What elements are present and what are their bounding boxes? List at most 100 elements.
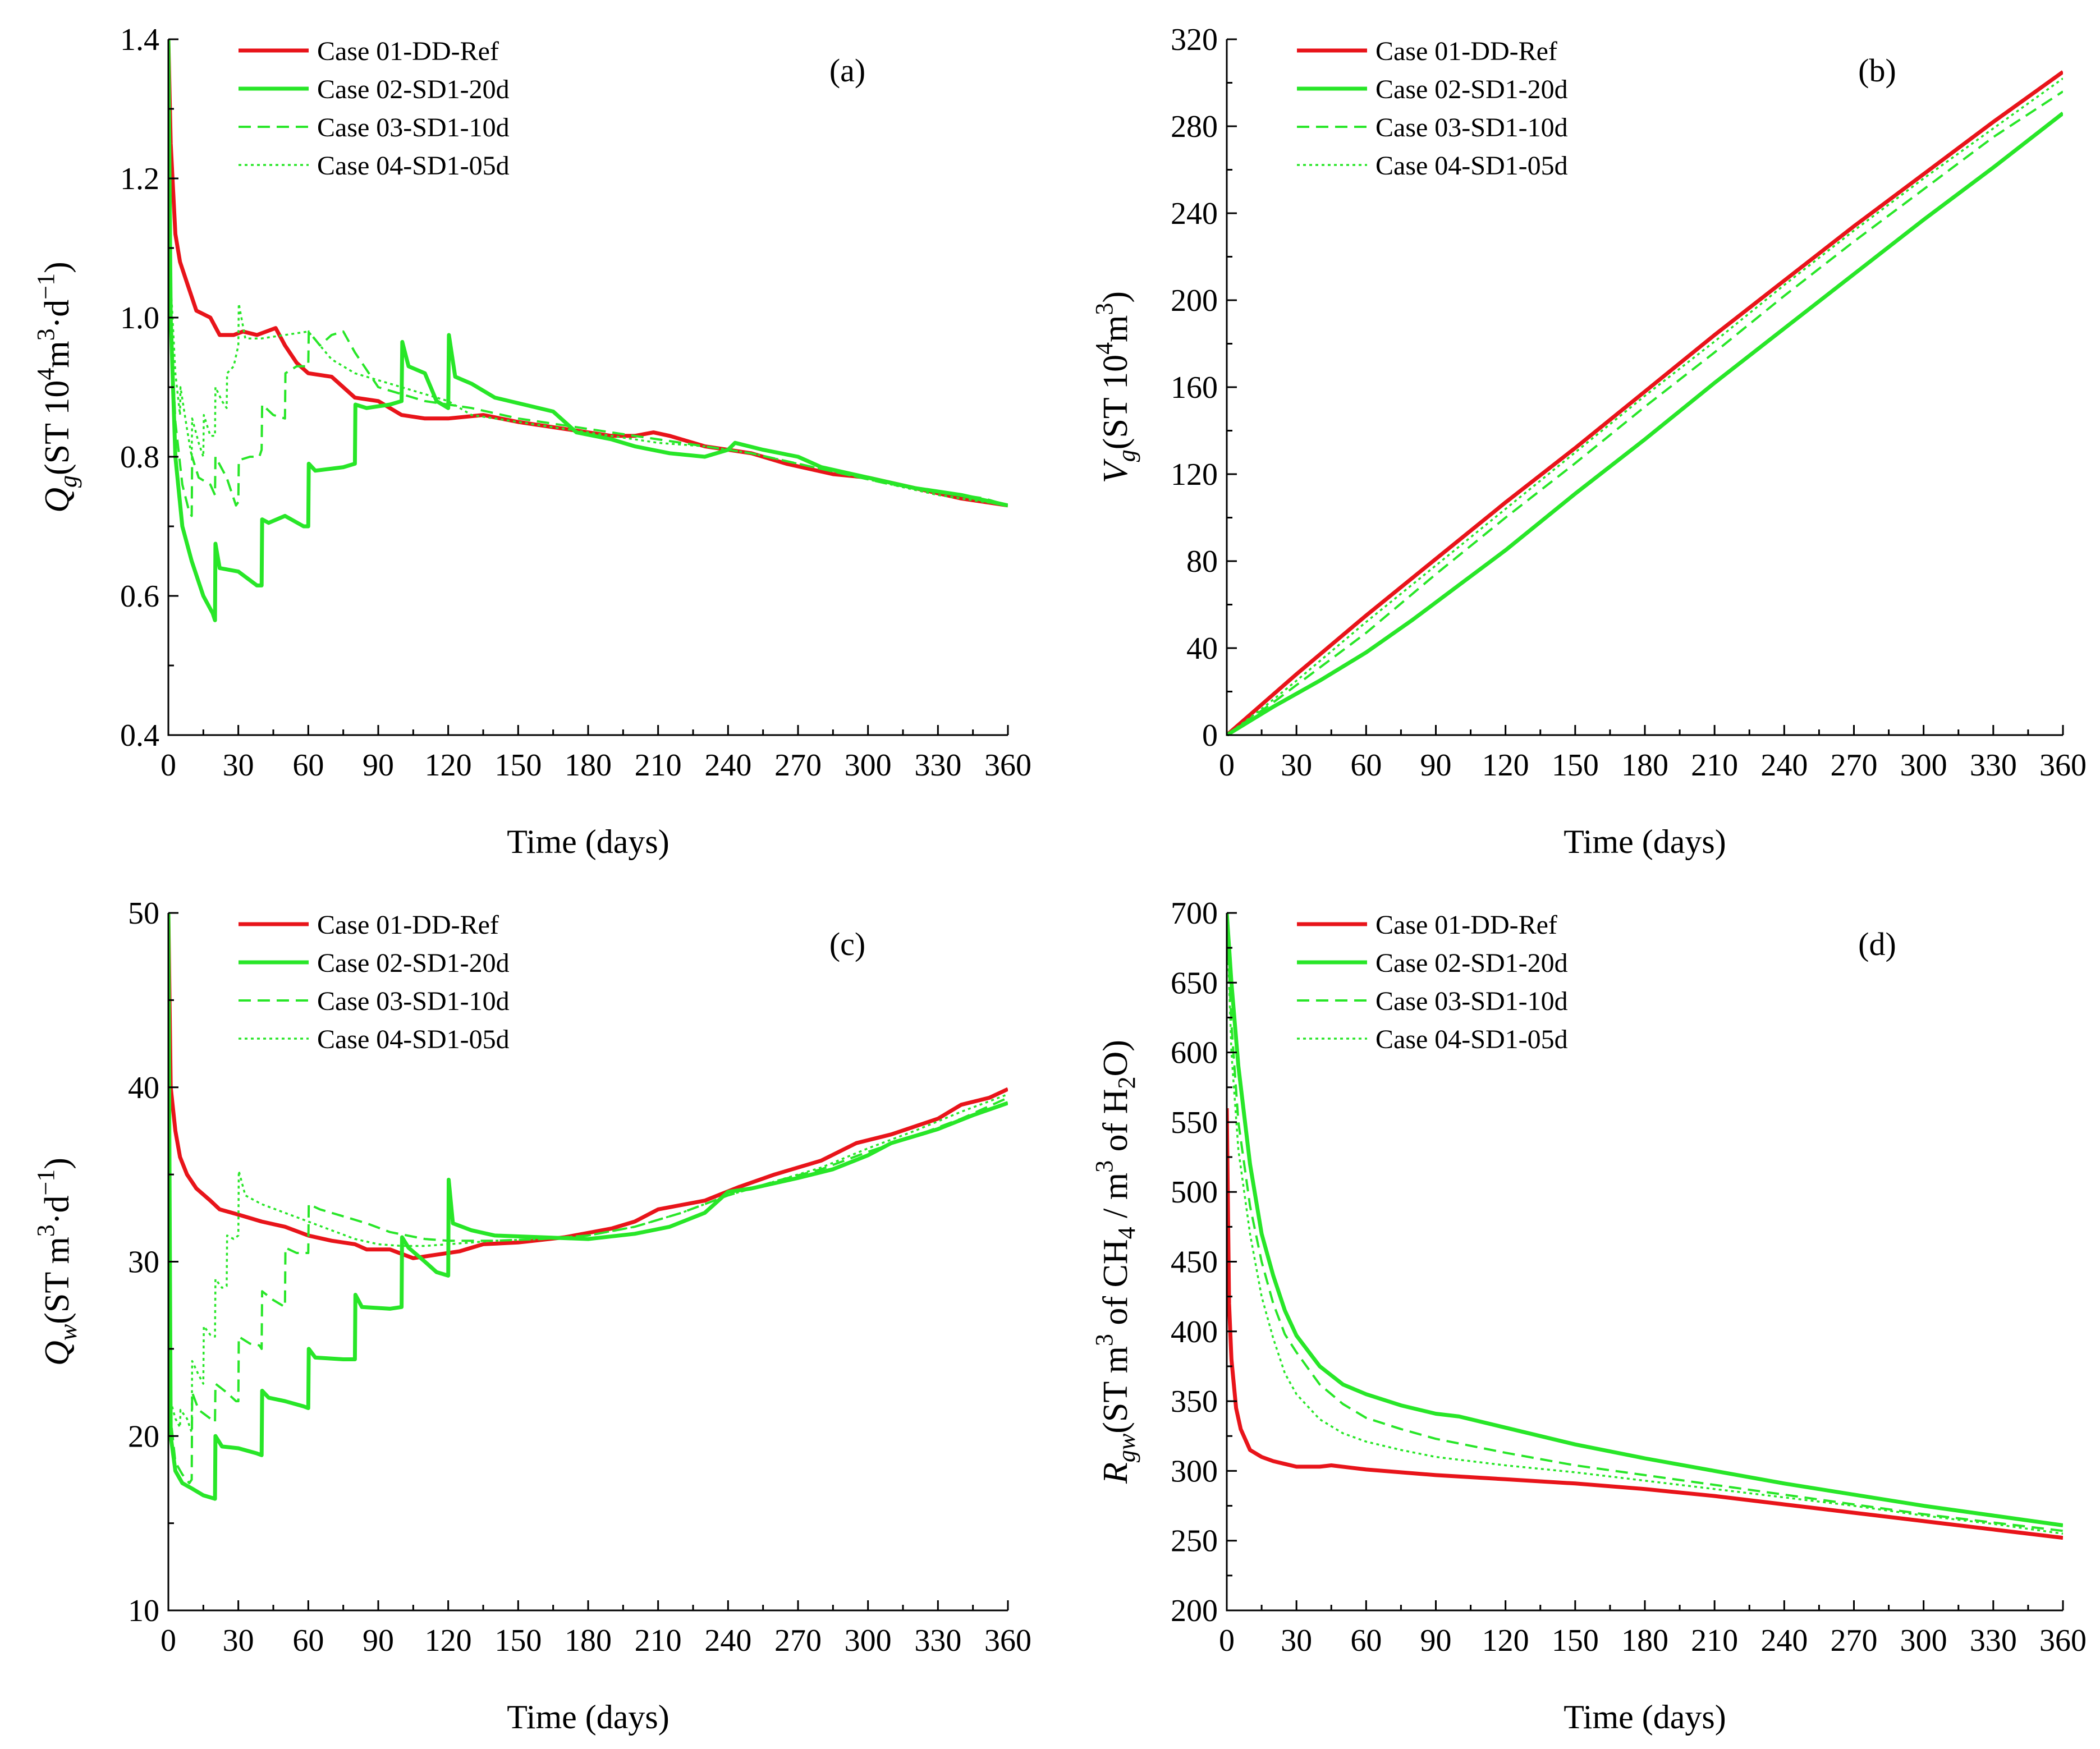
series-line-1 (1227, 70, 2063, 736)
y-label-part: ) (1097, 291, 1135, 303)
y-tick-label: 80 (1186, 544, 1218, 579)
x-tick-label: 150 (494, 748, 542, 783)
y-label-part: gw (1113, 1433, 1140, 1462)
y-label-part: of CH (1097, 1239, 1135, 1334)
legend-label: Case 03-SD1-10d (1375, 113, 1568, 143)
x-tick-label: 240 (704, 748, 751, 783)
y-tick-label: 500 (1171, 1175, 1218, 1210)
x-tick-label: 300 (845, 1623, 892, 1658)
x-axis-label: Time (days) (1563, 823, 1726, 860)
legend-label: Case 04-SD1-05d (317, 151, 510, 181)
series-line-1 (168, 912, 1008, 1260)
y-label-part: 3 (1090, 303, 1118, 315)
x-tick-label: 180 (565, 1623, 612, 1658)
x-tick-label: 360 (984, 1623, 1031, 1658)
y-tick-label: 400 (1171, 1315, 1218, 1349)
legend-label: Case 03-SD1-10d (1375, 986, 1568, 1016)
x-tick-label: 60 (292, 748, 324, 783)
x-tick-label: 240 (1760, 748, 1808, 783)
x-tick-label: 60 (292, 1623, 324, 1658)
series-group (1227, 70, 2063, 736)
y-label-part: ·d (38, 1196, 76, 1225)
x-tick-label: 240 (1760, 1623, 1808, 1658)
y-tick-label: 200 (1171, 1594, 1218, 1628)
x-tick-label: 180 (565, 748, 612, 783)
y-label-part: O) (1097, 1040, 1135, 1076)
y-label-part: R (1097, 1462, 1135, 1484)
y-label-part: m (1097, 315, 1135, 342)
y-tick-label: 0.6 (120, 579, 159, 614)
series-group (1227, 912, 2063, 1540)
y-label-part: 4 (32, 368, 59, 380)
y-tick-label: 10 (128, 1594, 159, 1628)
series-group (168, 912, 1008, 1501)
legend-label: Case 01-DD-Ref (317, 910, 499, 940)
y-label-part: (ST m (1097, 1346, 1135, 1434)
x-tick-label: 210 (635, 1623, 682, 1658)
x-tick-label: 180 (1621, 1623, 1668, 1658)
x-tick-label: 330 (914, 1623, 961, 1658)
x-tick-label: 270 (774, 1623, 822, 1658)
x-tick-label: 270 (774, 748, 822, 783)
x-tick-label: 90 (363, 1623, 394, 1658)
x-axis-label: Time (days) (507, 1698, 669, 1736)
y-label-part: V (1097, 458, 1135, 483)
x-tick-label: 210 (1691, 748, 1738, 783)
x-tick-label: 0 (1219, 1623, 1235, 1658)
y-label-part: (ST m (38, 1237, 76, 1324)
legend-label: Case 02-SD1-20d (1375, 75, 1568, 104)
x-tick-label: 60 (1350, 748, 1382, 783)
y-tick-label: 320 (1171, 22, 1218, 57)
x-tick-label: 270 (1831, 1623, 1878, 1658)
x-tick-label: 210 (635, 748, 682, 783)
y-tick-label: 1.0 (120, 301, 159, 336)
x-tick-label: 150 (494, 1623, 542, 1658)
legend-label: Case 04-SD1-05d (1375, 151, 1568, 181)
y-label-part: Q (38, 488, 76, 513)
y-axis-label: Qw(ST m3·d−1) (32, 1158, 82, 1366)
y-tick-label: 200 (1171, 283, 1218, 318)
series-group (168, 39, 1008, 622)
x-tick-label: 330 (1970, 748, 2017, 783)
panel-label: (b) (1858, 52, 1896, 89)
legend-label: Case 03-SD1-10d (317, 986, 510, 1016)
y-label-part: 4 (1090, 342, 1118, 355)
y-tick-label: 1.4 (120, 22, 159, 57)
panel-label: (d) (1858, 926, 1896, 962)
series-line-1 (1227, 1108, 2063, 1540)
y-label-part: Q (38, 1341, 76, 1366)
y-label-part: / m (1097, 1173, 1135, 1227)
y-label-part: w (54, 1324, 82, 1341)
x-tick-label: 0 (1219, 748, 1235, 783)
x-tick-label: 0 (161, 1623, 176, 1658)
y-tick-label: 50 (128, 896, 159, 931)
panel-label: (c) (829, 926, 865, 962)
y-tick-label: 0.4 (120, 718, 159, 753)
y-tick-label: 1.2 (120, 162, 159, 196)
series-line-3 (1227, 90, 2063, 736)
y-label-part: 2 (1113, 1076, 1140, 1089)
y-label-part: ) (38, 261, 76, 273)
legend-label: Case 01-DD-Ref (1375, 910, 1557, 940)
y-label-part: 3 (32, 1224, 59, 1237)
y-label-part: 3 (1090, 1334, 1118, 1346)
legend-label: Case 01-DD-Ref (317, 36, 499, 66)
series-line-2 (1227, 912, 2063, 1527)
x-tick-label: 90 (1420, 748, 1452, 783)
legend-label: Case 04-SD1-05d (317, 1025, 510, 1054)
x-tick-label: 150 (1552, 748, 1599, 783)
y-tick-label: 120 (1171, 457, 1218, 492)
series-line-4 (168, 912, 1008, 1434)
series-line-2 (1227, 112, 2063, 736)
x-tick-label: 0 (161, 748, 176, 783)
x-tick-label: 60 (1350, 1623, 1382, 1658)
x-tick-label: 360 (984, 748, 1031, 783)
x-tick-label: 270 (1831, 748, 1878, 783)
series-line-3 (168, 912, 1008, 1485)
y-tick-label: 550 (1171, 1105, 1218, 1140)
y-label-part: ·d (38, 300, 76, 329)
x-tick-label: 240 (704, 1623, 751, 1658)
y-label-part: ) (38, 1158, 76, 1169)
axes (167, 39, 1008, 736)
y-tick-label: 280 (1171, 109, 1218, 144)
